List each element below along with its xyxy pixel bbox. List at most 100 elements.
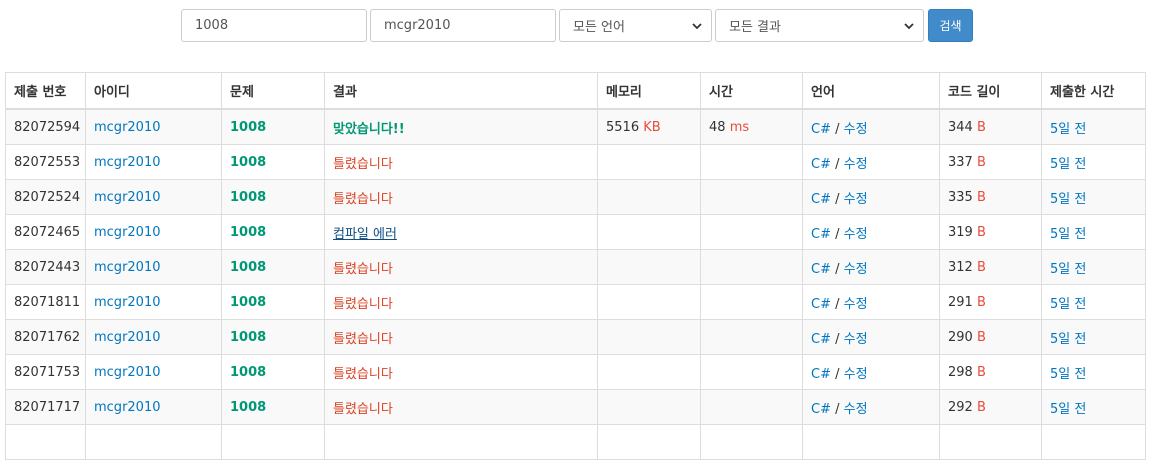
result-text: 틀렸습니다 <box>333 401 393 417</box>
user-link[interactable]: mcgr2010 <box>94 364 161 380</box>
submitted-time-link[interactable]: 5일 전 <box>1050 401 1087 417</box>
submitted-time-link[interactable]: 5일 전 <box>1050 156 1087 172</box>
problem-id-input[interactable] <box>181 9 367 42</box>
submitted-time-link[interactable]: 5일 전 <box>1050 191 1087 207</box>
language-link[interactable]: C# <box>811 261 831 277</box>
problem-link[interactable]: 1008 <box>230 189 267 205</box>
problem-link[interactable]: 1008 <box>230 399 267 415</box>
search-button[interactable]: 검색 <box>928 9 973 42</box>
memory-unit: KB <box>643 119 661 135</box>
submitted-time-link[interactable]: 5일 전 <box>1050 296 1087 312</box>
code-length-cell: 291 B <box>939 284 1042 320</box>
submitted-time-cell: 5일 전 <box>1041 284 1146 320</box>
submitted-time-link[interactable]: 5일 전 <box>1050 261 1087 277</box>
problem-cell <box>221 424 325 460</box>
edit-link[interactable]: 수정 <box>843 401 868 417</box>
time-cell <box>700 424 803 460</box>
result-cell <box>324 424 598 460</box>
edit-link[interactable]: 수정 <box>843 366 868 382</box>
problem-cell: 1008 <box>221 249 325 285</box>
edit-link[interactable]: 수정 <box>843 296 868 312</box>
code-length-unit: B <box>976 294 986 310</box>
language-cell: C# / 수정 <box>802 144 940 180</box>
code-length-unit: B <box>976 119 986 135</box>
language-link[interactable]: C# <box>811 331 831 347</box>
user-link[interactable]: mcgr2010 <box>94 119 161 135</box>
header-code-length: 코드 길이 <box>939 72 1042 110</box>
edit-link[interactable]: 수정 <box>843 191 868 207</box>
table-row: 82072524 mcgr2010 1008 틀렸습니다 C# / 수정 335 B 5일 … <box>5 179 1146 215</box>
code-length-unit: B <box>976 154 986 170</box>
language-cell: C# / 수정 <box>802 354 940 390</box>
result-text: 틀렸습니다 <box>333 296 393 312</box>
language-link[interactable]: C# <box>811 366 831 382</box>
table-row: 82072594 mcgr2010 1008 맞았습니다!! 5516 KB 48 ms C… <box>5 108 1146 145</box>
time-cell <box>700 284 803 320</box>
language-link[interactable]: C# <box>811 296 831 312</box>
language-link[interactable]: C# <box>811 156 831 172</box>
edit-link[interactable]: 수정 <box>843 331 868 347</box>
user-link[interactable]: mcgr2010 <box>94 154 161 170</box>
submission-id-cell: 82071717 <box>5 389 86 425</box>
submission-id: 82071762 <box>14 329 81 345</box>
language-select[interactable]: 모든 언어 <box>559 9 712 42</box>
language-cell <box>802 424 940 460</box>
edit-link[interactable]: 수정 <box>843 261 868 277</box>
user-link[interactable]: mcgr2010 <box>94 224 161 240</box>
problem-link[interactable]: 1008 <box>230 329 267 345</box>
code-length-cell: 344 B <box>939 108 1042 145</box>
user-link[interactable]: mcgr2010 <box>94 259 161 275</box>
problem-link[interactable]: 1008 <box>230 294 267 310</box>
user-link[interactable]: mcgr2010 <box>94 399 161 415</box>
problem-cell: 1008 <box>221 179 325 215</box>
submission-id: 82072524 <box>14 189 81 205</box>
problem-link[interactable]: 1008 <box>230 154 267 170</box>
problem-link[interactable]: 1008 <box>230 119 267 135</box>
table-header-row: 제출 번호 아이디 문제 결과 메모리 시간 언어 코드 길이 제출한 시간 <box>5 72 1146 110</box>
user-cell: mcgr2010 <box>85 249 222 285</box>
compile-error-link[interactable]: 컴파일 에러 <box>333 226 397 242</box>
code-length-cell <box>939 424 1042 460</box>
language-link[interactable]: C# <box>811 401 831 417</box>
header-submitted-time: 제출한 시간 <box>1041 72 1146 110</box>
user-id-input[interactable] <box>370 9 556 42</box>
chevron-down-icon <box>904 22 914 29</box>
user-link[interactable]: mcgr2010 <box>94 329 161 345</box>
problem-cell: 1008 <box>221 319 325 355</box>
result-text: 틀렸습니다 <box>333 191 393 207</box>
user-link[interactable]: mcgr2010 <box>94 189 161 205</box>
result-text: 틀렸습니다 <box>333 156 393 172</box>
problem-link[interactable]: 1008 <box>230 224 267 240</box>
language-cell: C# / 수정 <box>802 319 940 355</box>
submission-id-cell: 82071753 <box>5 354 86 390</box>
submitted-time-link[interactable]: 5일 전 <box>1050 331 1087 347</box>
language-link[interactable]: C# <box>811 226 831 242</box>
submission-id-cell: 82071762 <box>5 319 86 355</box>
submitted-time-link[interactable]: 5일 전 <box>1050 366 1087 382</box>
submitted-time-cell: 5일 전 <box>1041 108 1146 145</box>
table-row: 82071753 mcgr2010 1008 틀렸습니다 C# / 수정 298 B 5일 … <box>5 354 1146 390</box>
submitted-time-link[interactable]: 5일 전 <box>1050 121 1087 137</box>
submitted-time-link[interactable]: 5일 전 <box>1050 226 1087 242</box>
language-cell: C# / 수정 <box>802 249 940 285</box>
edit-link[interactable]: 수정 <box>843 121 868 137</box>
language-link[interactable]: C# <box>811 121 831 137</box>
table-row: 82071762 mcgr2010 1008 틀렸습니다 C# / 수정 290 B 5일 … <box>5 319 1146 355</box>
code-length-unit: B <box>976 189 986 205</box>
result-cell: 틀렸습니다 <box>324 319 598 355</box>
user-cell: mcgr2010 <box>85 144 222 180</box>
table-row: 82072443 mcgr2010 1008 틀렸습니다 C# / 수정 312 B 5일 … <box>5 249 1146 285</box>
separator: / <box>835 331 840 347</box>
submitted-time-cell: 5일 전 <box>1041 389 1146 425</box>
result-select[interactable]: 모든 결과 <box>715 9 924 42</box>
problem-link[interactable]: 1008 <box>230 259 267 275</box>
user-link[interactable]: mcgr2010 <box>94 294 161 310</box>
language-link[interactable]: C# <box>811 191 831 207</box>
edit-link[interactable]: 수정 <box>843 156 868 172</box>
edit-link[interactable]: 수정 <box>843 226 868 242</box>
time-cell <box>700 354 803 390</box>
time-cell: 48 ms <box>700 108 803 145</box>
memory-cell <box>597 249 701 285</box>
separator: / <box>835 366 840 382</box>
problem-link[interactable]: 1008 <box>230 364 267 380</box>
